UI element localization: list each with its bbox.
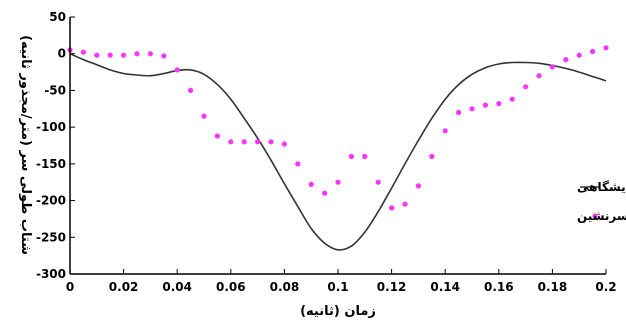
- x-tick-label: 0.08: [270, 280, 300, 294]
- series-point-model: [576, 52, 582, 58]
- series-point-model: [415, 183, 421, 189]
- series-point-model: [228, 139, 234, 145]
- x-tick-label: 0.06: [216, 280, 246, 294]
- series-point-model: [523, 84, 529, 90]
- series-point-model: [362, 153, 368, 160]
- series-point-model: [429, 153, 435, 160]
- legend-label-model: مدل سرنشین: [577, 209, 626, 223]
- series-point-model: [469, 106, 475, 112]
- x-tick-label: 0.1: [327, 280, 348, 294]
- legend-dot-sample: [592, 213, 598, 219]
- series-point-model: [201, 113, 207, 119]
- series-point-model: [402, 201, 408, 207]
- series-point-model: [590, 48, 596, 55]
- x-tick-label: 0.18: [538, 280, 568, 294]
- y-tick-label: -100: [36, 120, 66, 134]
- y-axis-title: شتاب طولی سر (متر/مجذور ثانیه): [18, 35, 33, 255]
- series-point-model: [147, 51, 153, 57]
- y-tick-label: 50: [49, 10, 66, 24]
- legend-label-experimental: نتایج آزمایشگاهی: [577, 179, 626, 194]
- series-point-model: [375, 179, 381, 185]
- series-point-model: [509, 96, 515, 102]
- x-tick-label: 0.02: [109, 280, 139, 294]
- series-point-model: [121, 52, 127, 58]
- plot-area: [67, 45, 609, 251]
- series-point-model: [308, 181, 314, 187]
- series-point-model: [80, 49, 86, 55]
- x-axis-title: زمان (ثانیه): [300, 304, 376, 319]
- series-point-model: [322, 190, 328, 196]
- series-point-model: [482, 102, 488, 108]
- legend: نتایج آزمایشگاهی مدل سرنشین: [577, 179, 626, 223]
- x-tick-label: 0.04: [162, 280, 192, 294]
- y-tick-label: -250: [36, 230, 66, 244]
- series-point-model: [255, 139, 261, 145]
- series-point-model: [549, 64, 556, 70]
- series-point-model: [295, 161, 301, 167]
- series-point-model: [161, 53, 167, 59]
- series-point-model: [241, 139, 247, 145]
- x-ticks: 0 0.02 0.04 0.06 0.08 0.1 0.12 0.14 0.16 0.18 0.2: [66, 269, 617, 294]
- x-tick-label: 0.2: [595, 280, 616, 294]
- series-point-model: [268, 139, 274, 145]
- series-point-model: [348, 153, 354, 160]
- series-point-model: [456, 109, 462, 116]
- y-tick-label: -200: [36, 194, 66, 208]
- x-tick-label: 0.12: [377, 280, 407, 294]
- x-tick-label: 0.16: [484, 280, 514, 294]
- series-point-model: [174, 67, 180, 73]
- series-point-model: [389, 205, 395, 211]
- series-point-model: [281, 141, 287, 147]
- y-tick-label: -150: [36, 157, 66, 171]
- y-tick-label: -300: [36, 267, 66, 281]
- series-point-model: [188, 87, 194, 93]
- series-point-model: [603, 45, 609, 51]
- series-point-model: [107, 52, 113, 58]
- series-point-model: [94, 52, 100, 58]
- series-point-model: [563, 57, 569, 63]
- series-point-model: [134, 51, 140, 57]
- y-tick-label: 0: [58, 47, 66, 61]
- series-line-experimental: [69, 52, 607, 251]
- y-ticks: 50 0 -50 -100 -150 -200 -250 -300: [36, 10, 75, 281]
- x-tick-label: 0.14: [430, 280, 460, 294]
- series-point-model: [214, 133, 220, 139]
- series-point-model: [536, 73, 542, 79]
- series-point-model: [496, 101, 502, 107]
- x-tick-label: 0: [66, 280, 74, 294]
- series-point-model: [442, 128, 448, 134]
- series-point-model: [335, 179, 341, 185]
- y-tick-label: -50: [44, 83, 66, 97]
